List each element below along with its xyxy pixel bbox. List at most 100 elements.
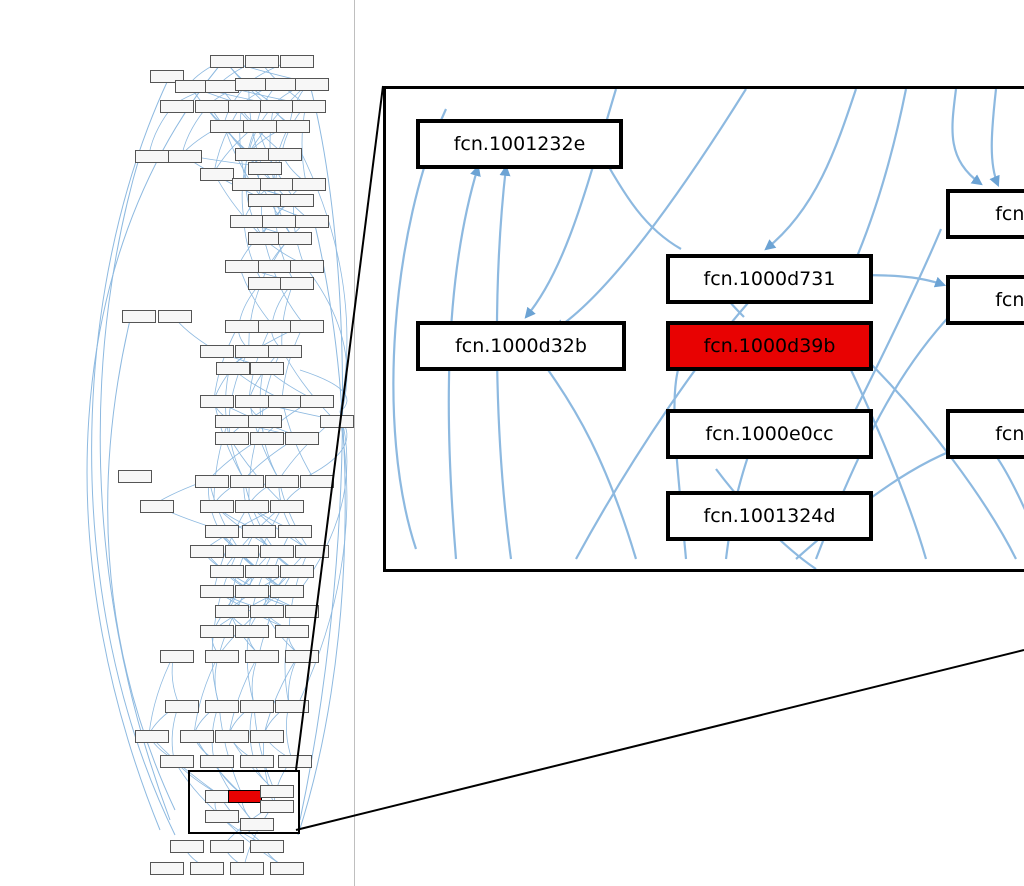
overview-node <box>260 100 294 113</box>
overview-node <box>300 475 334 488</box>
overview-node <box>268 395 302 408</box>
overview-node <box>160 755 194 768</box>
overview-node <box>248 415 282 428</box>
overview-node <box>165 700 199 713</box>
overview-node <box>215 432 249 445</box>
overview-node <box>248 162 282 175</box>
overview-node <box>190 862 224 875</box>
overview-node <box>230 215 264 228</box>
overview-node <box>180 730 214 743</box>
overview-node <box>235 345 269 358</box>
overview-node <box>260 178 294 191</box>
overview-node <box>195 475 229 488</box>
overview-node <box>260 545 294 558</box>
overview-node <box>295 215 329 228</box>
overview-node <box>200 345 234 358</box>
overview-node <box>150 862 184 875</box>
overview-node <box>278 525 312 538</box>
overview-node <box>290 320 324 333</box>
overview-node <box>265 475 299 488</box>
overview-node <box>228 790 262 803</box>
overview-node <box>210 840 244 853</box>
overview-node <box>285 650 319 663</box>
overview-node <box>210 565 244 578</box>
overview-node <box>295 545 329 558</box>
overview-node <box>160 650 194 663</box>
node-label: fcn.1000d731 <box>704 268 836 290</box>
overview-node <box>250 840 284 853</box>
overview-node <box>280 565 314 578</box>
overview-node <box>250 432 284 445</box>
overview-node <box>215 730 249 743</box>
overview-node <box>240 818 274 831</box>
overview-node <box>240 700 274 713</box>
callgraph-node: fcn.1000e0cc <box>666 409 873 459</box>
overview-node <box>275 700 309 713</box>
overview-node <box>300 395 334 408</box>
overview-node <box>205 80 239 93</box>
overview-node <box>285 432 319 445</box>
overview-node <box>210 120 244 133</box>
overview-node <box>248 277 282 290</box>
overview-node <box>278 755 312 768</box>
overview-node <box>140 500 174 513</box>
overview-node <box>258 320 292 333</box>
overview-node <box>122 310 156 323</box>
overview-node <box>292 100 326 113</box>
overview-node <box>235 78 269 91</box>
overview-node <box>168 150 202 163</box>
overview-node <box>248 232 282 245</box>
overview-node <box>235 625 269 638</box>
overview-node <box>280 194 314 207</box>
overview-node <box>250 362 284 375</box>
overview-node <box>275 625 309 638</box>
overview-node <box>262 215 296 228</box>
overview-node <box>190 545 224 558</box>
node-label: fcn.1001232e <box>454 133 586 155</box>
callgraph-node: fcn.1001324d <box>666 491 873 541</box>
overview-node <box>175 80 209 93</box>
overview-node <box>230 475 264 488</box>
overview-node <box>205 650 239 663</box>
node-label: fcn.1000d32b <box>455 335 587 357</box>
callgraph-node: fcn.1000 <box>946 189 1024 239</box>
overview-node <box>200 168 234 181</box>
overview-node <box>276 120 310 133</box>
overview-node <box>280 55 314 68</box>
overview-node <box>235 585 269 598</box>
overview-node <box>235 500 269 513</box>
overview-node <box>158 310 192 323</box>
node-label: fcn.1000 <box>995 203 1024 225</box>
overview-node <box>160 100 194 113</box>
overview-node <box>215 605 249 618</box>
node-label: fcn.1000 <box>995 423 1024 445</box>
overview-node <box>135 150 169 163</box>
node-label: fcn.1000d39b <box>704 335 836 357</box>
node-label: fcn.1000 <box>995 289 1024 311</box>
overview-node <box>245 565 279 578</box>
overview-node <box>258 260 292 273</box>
overview-node <box>200 395 234 408</box>
overview-node <box>235 148 269 161</box>
vertical-guide <box>354 0 355 886</box>
overview-node <box>248 194 282 207</box>
overview-node <box>270 500 304 513</box>
overview-node <box>320 415 354 428</box>
zoom-panel: fcn.1001232e fcn.1000d731 fcn.1000d32b fcn.… <box>383 86 1024 572</box>
overview-node <box>225 320 259 333</box>
overview-node <box>270 585 304 598</box>
overview-node <box>135 730 169 743</box>
overview-node <box>205 700 239 713</box>
overview-node <box>243 120 277 133</box>
callgraph-node-highlighted: fcn.1000d39b <box>666 321 873 371</box>
overview-node <box>265 78 299 91</box>
overview-node <box>200 625 234 638</box>
overview-node <box>235 395 269 408</box>
overview-node <box>250 605 284 618</box>
overview-node <box>285 605 319 618</box>
node-label: fcn.1000e0cc <box>705 423 833 445</box>
overview-node <box>210 55 244 68</box>
overview-node <box>268 148 302 161</box>
overview-node <box>260 800 294 813</box>
overview-node <box>205 525 239 538</box>
